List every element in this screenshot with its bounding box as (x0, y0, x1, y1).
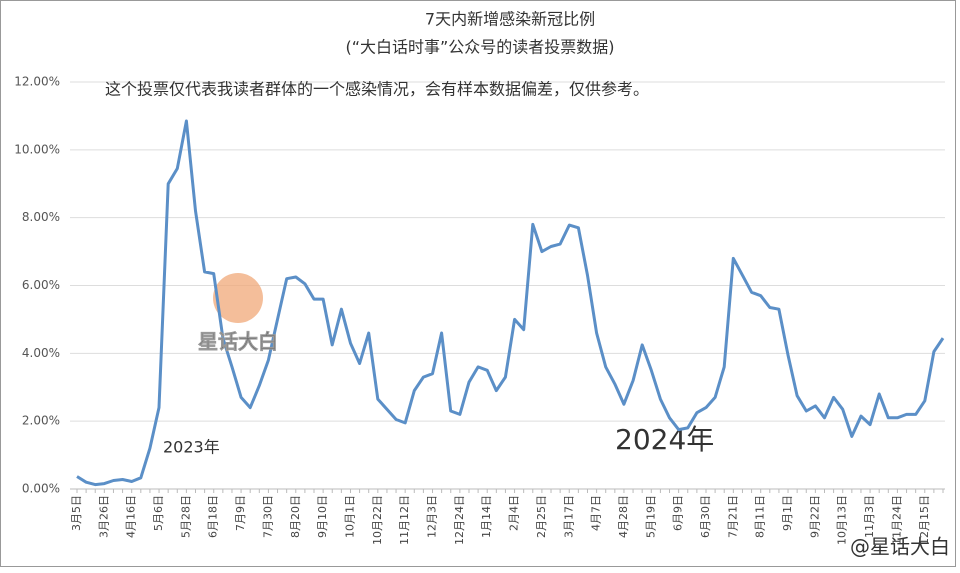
note: 这个投票仅代表我读者群体的一个感染情况，会有样本数据偏差，仅供参考。 (105, 80, 649, 99)
x-tick-label: 7月30日 (261, 495, 274, 538)
x-tick-label: 1月14日 (480, 495, 493, 538)
x-tick-label: 5月19日 (644, 495, 657, 538)
y-tick-label: 8.00% (22, 210, 60, 224)
watermark-logo (213, 273, 263, 323)
x-tick-label: 12月3日 (426, 495, 439, 538)
y-tick-label: 0.00% (22, 482, 60, 496)
watermark: @星话大白 (850, 535, 950, 559)
watermark: 星话大白 (198, 330, 278, 354)
y-tick-label: 2.00% (22, 414, 60, 428)
x-tick-label: 6月30日 (699, 495, 712, 538)
y-tick-label: 4.00% (22, 346, 60, 360)
x-tick-label: 9月22日 (808, 495, 821, 538)
x-tick-label: 2月4日 (508, 495, 521, 531)
x-tick-label: 10月22日 (371, 495, 384, 545)
x-tick-label: 10月13日 (836, 495, 849, 545)
x-tick-label: 7月21日 (726, 495, 739, 538)
x-tick-label: 8月11日 (754, 495, 767, 538)
y-tick-label: 6.00% (22, 278, 60, 292)
y-tick-label: 12.00% (14, 75, 60, 89)
x-tick-label: 11月3日 (863, 495, 876, 538)
x-tick-label: 4月7日 (590, 495, 603, 531)
y-tick-label: 10.00% (14, 142, 60, 156)
x-tick-label: 7月9日 (234, 495, 247, 531)
x-tick-label: 2月25日 (535, 495, 548, 538)
x-tick-label: 10月1日 (343, 495, 356, 538)
x-tick-label: 11月12日 (398, 495, 411, 545)
x-tick-label: 12月15日 (918, 495, 931, 545)
x-tick-label: 11月24日 (890, 495, 903, 545)
x-tick-label: 4月28日 (617, 495, 630, 538)
line-series (76, 119, 945, 487)
x-tick-label: 12月24日 (453, 495, 466, 545)
x-tick-label: 6月18日 (207, 495, 220, 538)
chart-subtitle: (“大白话时事”公众号的读者投票数据) (345, 38, 614, 57)
year-label: 2023年 (163, 438, 220, 457)
x-tick-label: 3月26日 (97, 495, 110, 538)
year-label: 2024年 (615, 423, 714, 456)
x-tick-label: 9月1日 (781, 495, 794, 531)
x-tick-label: 3月5日 (70, 495, 83, 531)
x-tick-label: 3月17日 (562, 495, 575, 538)
x-tick-label: 9月10日 (316, 495, 329, 538)
x-tick-label: 6月9日 (672, 495, 685, 531)
x-tick-label: 5月6日 (152, 495, 165, 531)
x-tick-label: 5月28日 (179, 495, 192, 538)
x-tick-label: 8月20日 (289, 495, 302, 538)
x-tick-label: 4月16日 (125, 495, 138, 538)
chart-title: 7天内新增感染新冠比例 (425, 10, 595, 29)
